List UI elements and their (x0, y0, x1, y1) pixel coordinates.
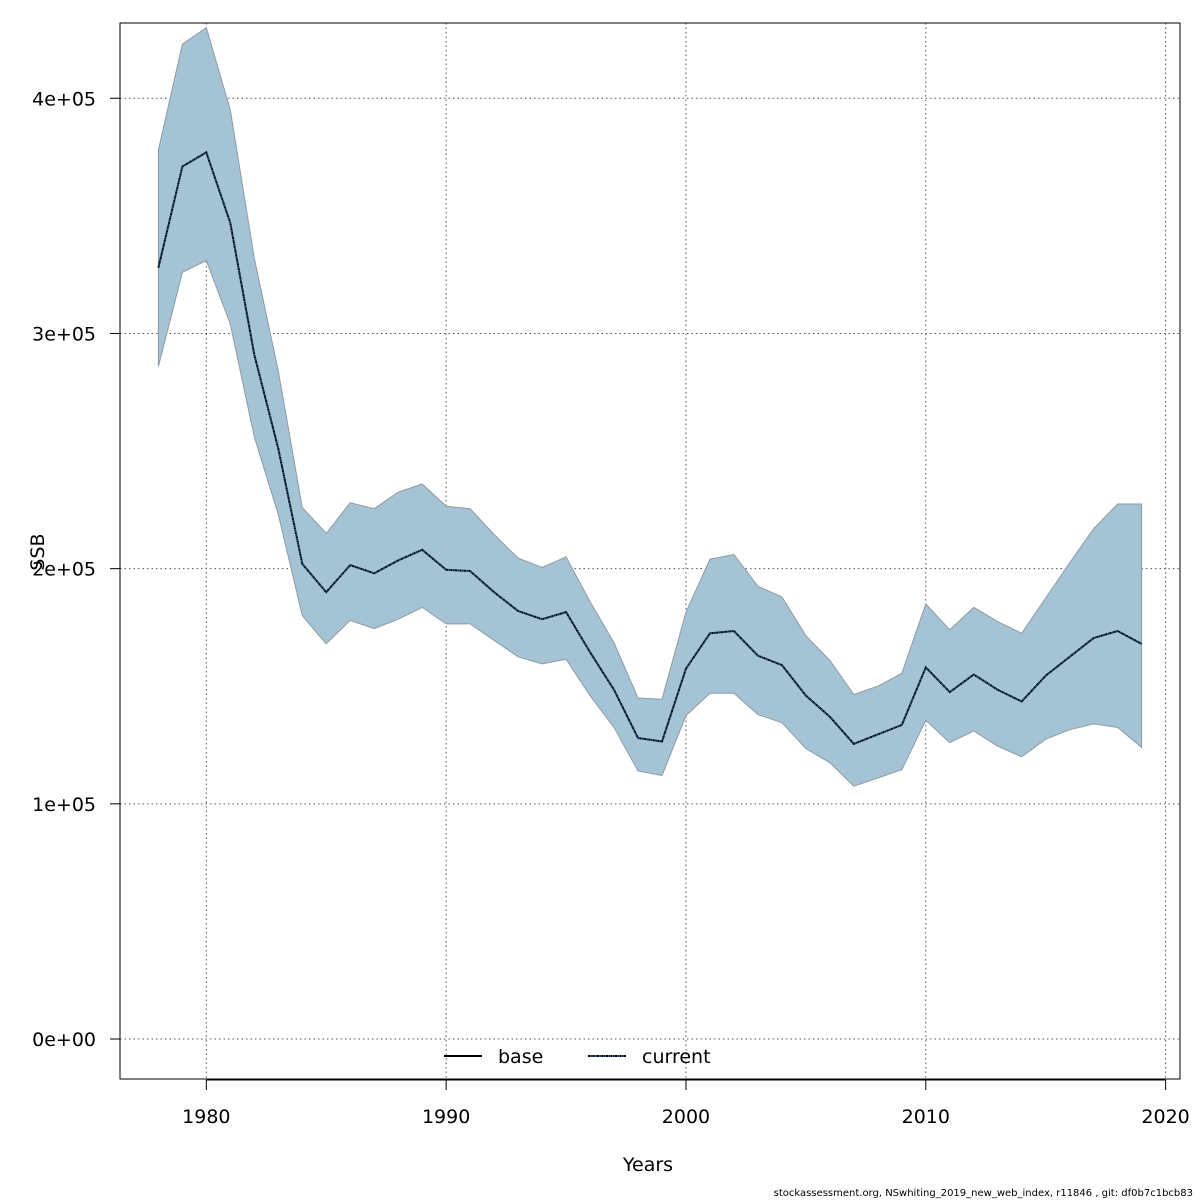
series-line-layer (157, 150, 1143, 746)
footer-note: stockassessment.org, NSwhiting_2019_new_… (774, 1188, 1193, 1199)
x-tick-label: 2000 (662, 1106, 710, 1128)
legend-label-base: base (498, 1046, 543, 1068)
y-tick-label: 2e+05 (32, 559, 96, 581)
series-line-current-accent (157, 150, 1143, 746)
x-tick-label: 1990 (422, 1106, 470, 1128)
legend-label-current: current (642, 1046, 711, 1068)
axes: 1980 1990 2000 2010 2020 0e+00 1e+05 2e+05 3e+05… (32, 22, 1190, 1128)
y-tick-label: 3e+05 (32, 323, 96, 345)
y-tick-label: 1e+05 (32, 794, 96, 816)
confidence-band (157, 26, 1143, 787)
series-line-current (157, 150, 1143, 746)
x-tick-label: 1980 (182, 1106, 230, 1128)
plot-frame (119, 22, 1181, 1080)
y-tick-label: 4e+05 (32, 88, 96, 110)
grid-lines (120, 23, 1180, 1079)
x-axis-title: Years (622, 1154, 673, 1176)
y-tick-label: 0e+00 (32, 1029, 96, 1051)
x-tick-label: 2020 (1141, 1106, 1189, 1128)
legend: base current (444, 1046, 711, 1068)
x-tick-label: 2010 (902, 1106, 950, 1128)
confidence-band-layer (157, 26, 1143, 787)
y-axis-title: SSB (27, 533, 49, 570)
